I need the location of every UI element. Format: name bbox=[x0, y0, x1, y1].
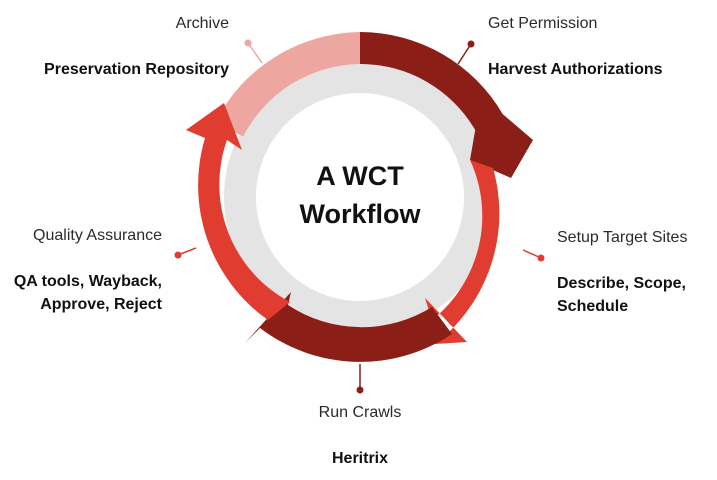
stage-archive-detail: Preservation Repository bbox=[44, 61, 229, 78]
segment-get-permission bbox=[360, 32, 533, 178]
leader-get-permission bbox=[457, 40, 475, 65]
segment-setup-target-sites bbox=[425, 160, 500, 344]
diagram-title: A WCT Workflow bbox=[260, 158, 460, 234]
segment-archive bbox=[215, 32, 360, 137]
diagram-title-line-1: A WCT bbox=[316, 161, 404, 191]
stage-quality-assurance-detail-1: QA tools, Wayback, bbox=[13, 273, 162, 290]
leader-quality-assurance bbox=[174, 247, 197, 259]
leader-archive bbox=[244, 39, 263, 64]
leader-run-crawls bbox=[356, 364, 364, 394]
stage-run-crawls-name: Run Crawls bbox=[318, 404, 402, 421]
stage-setup-target-sites-detail-2: Schedule bbox=[557, 298, 629, 315]
segment-quality-assurance bbox=[186, 103, 290, 320]
leader-setup-target-sites bbox=[522, 249, 545, 262]
stage-setup-target-sites-detail-1: Describe, Scope, bbox=[557, 275, 686, 292]
stage-get-permission-detail: Harvest Authorizations bbox=[488, 61, 663, 78]
stage-run-crawls-detail: Heritrix bbox=[331, 450, 389, 467]
stage-archive-name: Archive bbox=[175, 15, 229, 32]
stage-quality-assurance-detail-2: Approve, Reject bbox=[40, 296, 162, 313]
stage-get-permission-name: Get Permission bbox=[488, 15, 598, 32]
stage-quality-assurance-name: Quality Assurance bbox=[33, 227, 162, 244]
inner-ring bbox=[224, 61, 496, 333]
diagram-title-line-2: Workflow bbox=[299, 198, 421, 229]
segment-run-crawls bbox=[245, 292, 452, 362]
stage-setup-target-sites-name: Setup Target Sites bbox=[557, 229, 688, 246]
